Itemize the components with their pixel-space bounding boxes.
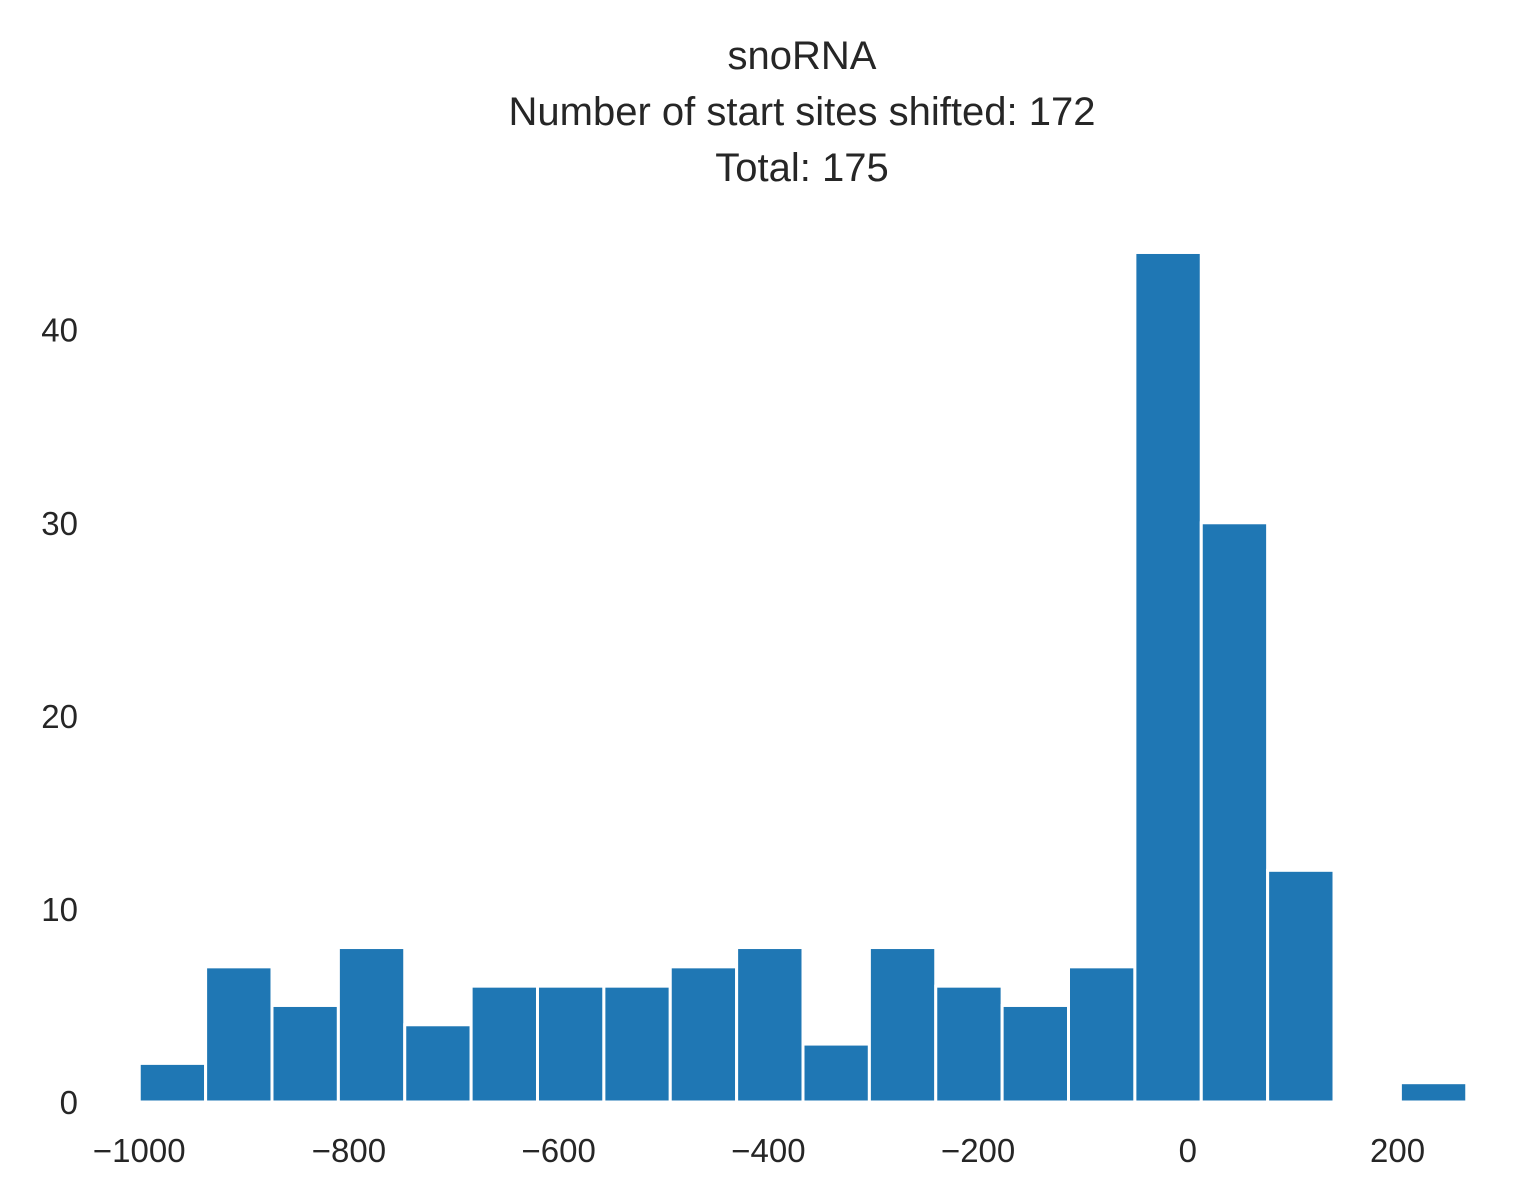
histogram-bar [1067,965,1137,1104]
histogram-bar [602,984,672,1104]
y-tick-label: 40 [41,312,78,349]
histogram-bar [668,965,739,1104]
chart-title-line-3: Total: 175 [715,146,889,190]
histogram-bar [1199,521,1270,1104]
y-tick-label: 30 [41,505,78,542]
histogram-bar [1133,250,1203,1104]
chart-title-line-1: snoRNA [727,34,877,78]
x-tick-label: −1000 [93,1132,186,1169]
histogram-bar [270,1003,340,1104]
x-tick-label: 200 [1370,1132,1425,1169]
histogram-bar [867,946,938,1104]
chart-title: snoRNA Number of start sites shifted: 17… [0,28,1530,196]
histogram-bar [801,1042,871,1104]
histogram-bar [1000,1003,1071,1104]
x-tick-label: −800 [312,1132,386,1169]
x-axis-tick-labels: −1000 −800 −600 −400 −200 0 200 [93,1132,1425,1169]
histogram-bar [336,946,407,1104]
histogram-bar [535,984,606,1104]
x-tick-label: 0 [1179,1132,1197,1169]
y-tick-label: 0 [60,1084,78,1121]
histogram-bar [735,946,805,1104]
histogram-bars [137,250,1469,1104]
x-tick-label: −200 [941,1132,1015,1169]
histogram-bar [934,984,1004,1104]
y-tick-label: 20 [41,698,78,735]
x-tick-label: −600 [522,1132,596,1169]
x-tick-label: −400 [731,1132,805,1169]
y-axis-tick-labels: 0 10 20 30 40 [41,312,78,1121]
histogram-bar [403,1023,473,1104]
histogram-bar [137,1061,208,1104]
histogram-bar [469,984,539,1104]
y-tick-label: 10 [41,891,78,928]
histogram-bar [204,965,274,1104]
chart-title-line-2: Number of start sites shifted: 172 [508,90,1096,134]
histogram-bar [1398,1081,1469,1104]
histogram-bar [1266,868,1336,1104]
